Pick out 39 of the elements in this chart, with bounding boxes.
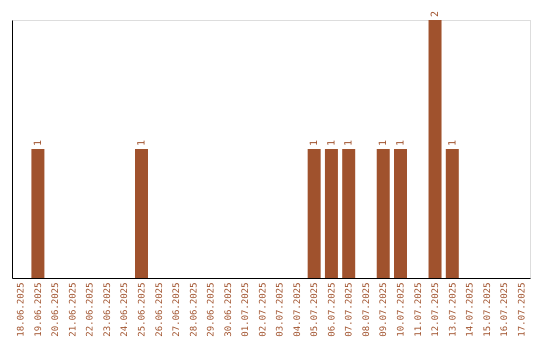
x-tick-label: 25.06.2025 [138,282,148,337]
x-tick-label: 18.06.2025 [16,282,27,337]
x-tick-label: 23.06.2025 [102,282,113,337]
x-tick-label: 29.06.2025 [206,282,217,337]
x-tick-label: 10.07.2025 [396,282,406,337]
data-label: 1 [378,140,390,146]
x-tick-label: 20.06.2025 [51,282,62,337]
x-tick-label: 13.07.2025 [448,282,458,337]
x-tick-label: 11.07.2025 [414,282,424,337]
x-tick-label: 03.07.2025 [276,282,286,337]
x-tick-label: 15.07.2025 [482,282,493,337]
x-tick-label: 27.06.2025 [172,282,182,337]
data-label: 1 [136,140,148,146]
data-label: 1 [326,140,338,146]
x-tick-label: 16.07.2025 [500,282,510,337]
x-tick-label: 07.07.2025 [344,282,355,337]
data-label: 1 [396,140,406,146]
x-tick-label: 12.07.2025 [431,282,442,337]
x-tick-label: 04.07.2025 [292,282,303,337]
x-tick-label: 17.07.2025 [517,282,528,337]
data-label: 1 [447,140,458,146]
x-tick-label: 09.07.2025 [379,282,390,337]
x-tick-label: 05.07.2025 [310,282,320,337]
x-tick-label: 06.07.2025 [327,282,338,337]
x-tick-label: 30.06.2025 [224,282,234,337]
data-label: 2 [430,10,442,17]
x-tick-label: 01.07.2025 [241,282,252,337]
x-tick-label: 02.07.2025 [258,282,268,337]
data-label: 1 [344,140,355,146]
x-tick-label: 28.06.2025 [189,282,200,337]
x-tick-label: 26.06.2025 [154,282,165,337]
x-tick-label: 14.07.2025 [466,282,476,337]
data-label: 1 [309,140,320,146]
x-tick-label: 19.06.2025 [34,282,44,337]
x-tick-label: 21.06.2025 [68,282,78,337]
x-tick-label: 22.06.2025 [86,282,96,337]
data-label: 1 [32,140,44,146]
x-tick-label: 24.06.2025 [120,282,130,337]
x-tick-label: 08.07.2025 [362,282,372,337]
